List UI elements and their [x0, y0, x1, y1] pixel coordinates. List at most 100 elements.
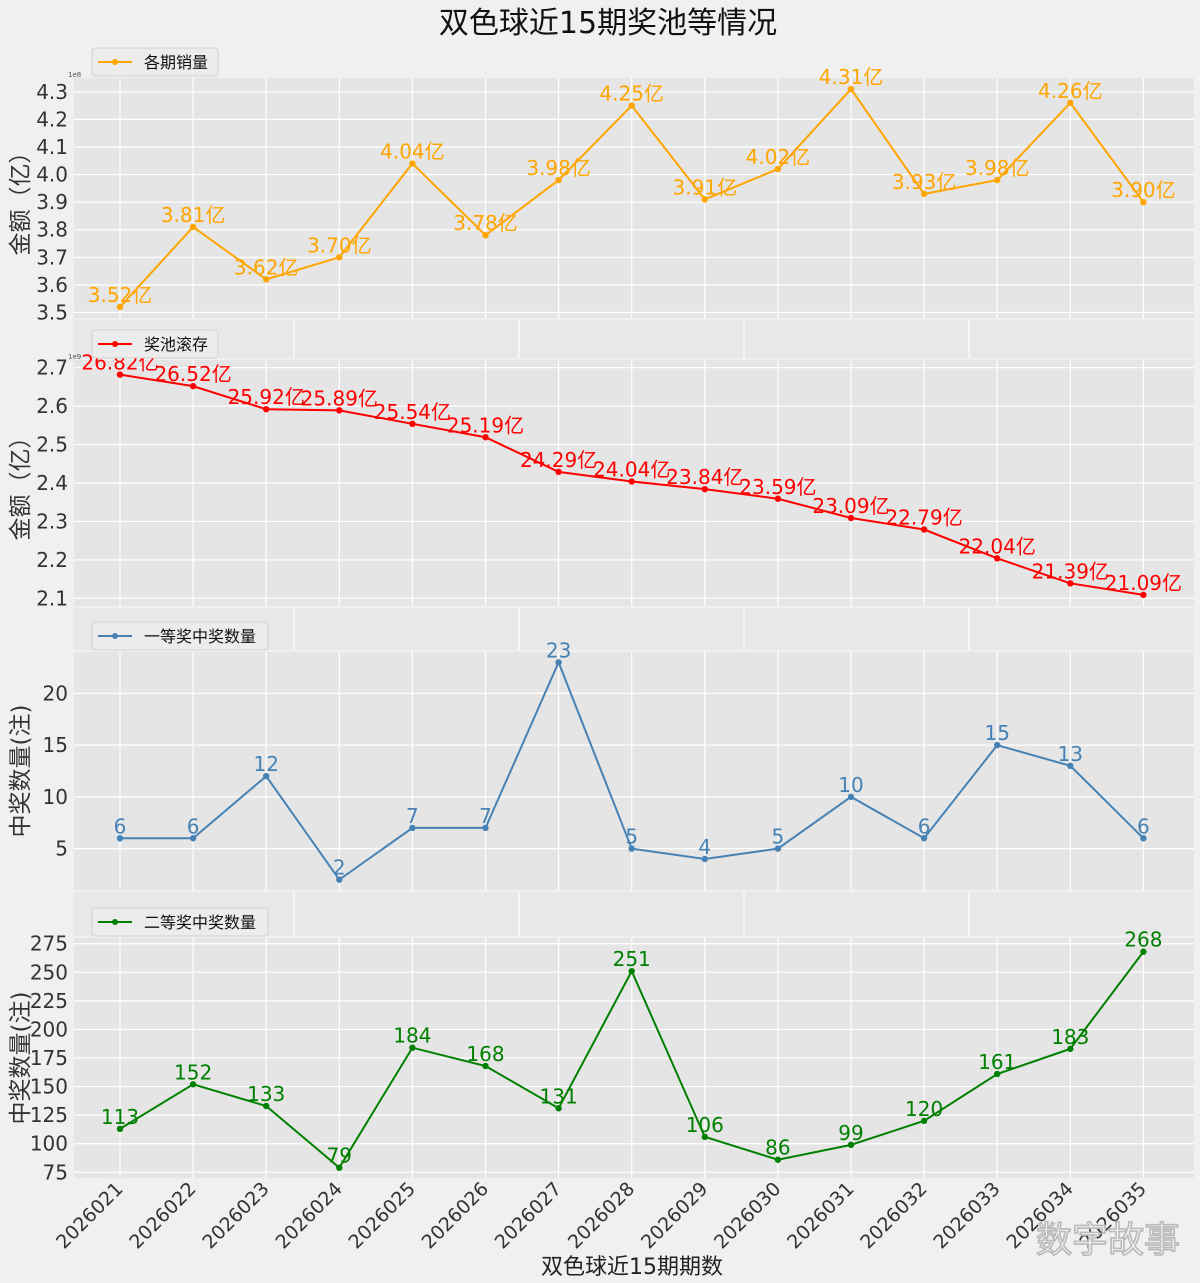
legend-swatch-marker — [112, 59, 118, 65]
panel-second: 75 100 125 150 175 200 225 250 275 中奖数量(注) 113 152 1… — [8, 892, 1194, 1184]
legend-label: 各期销量 — [144, 53, 208, 72]
y-tick-label: 100 — [30, 1132, 68, 1156]
legend-frame — [91, 329, 219, 359]
data-label: 6 — [1137, 814, 1150, 838]
legend-second: 二等奖中奖数量 — [91, 907, 269, 937]
data-label: 22.04亿 — [959, 534, 1036, 558]
data-point — [482, 232, 489, 239]
data-label: 23.84亿 — [666, 465, 743, 489]
y-tick-label: 2.2 — [36, 548, 68, 572]
y-tick-label: 2.4 — [36, 471, 68, 495]
y-tick-label: 2.6 — [36, 394, 68, 418]
y-tick-label: 3.7 — [36, 245, 68, 269]
data-label: 4.02亿 — [746, 145, 811, 169]
y-tick-label: 2.3 — [36, 509, 68, 533]
data-label: 3.90亿 — [1111, 178, 1176, 202]
data-point — [774, 845, 782, 852]
x-tick-label: 2026033 — [929, 1178, 1004, 1253]
x-axis-label: 双色球近15期期数 — [541, 1255, 723, 1280]
data-point — [482, 1062, 489, 1070]
data-point — [701, 485, 708, 493]
data-point — [628, 102, 635, 109]
data-point — [555, 468, 562, 476]
x-tick-label: 2026022 — [125, 1178, 200, 1253]
data-point — [920, 1117, 928, 1125]
data-point — [1067, 762, 1074, 770]
data-label: 23.09亿 — [812, 494, 889, 518]
axis-offset-label: 1e8 — [68, 71, 81, 79]
x-tick-label: 2026030 — [710, 1178, 785, 1253]
data-point — [847, 793, 855, 801]
data-label: 24.04亿 — [593, 457, 670, 481]
data-point — [847, 1141, 855, 1149]
legend-swatch-marker — [112, 633, 118, 639]
y-tick-label: 2.7 — [36, 356, 68, 380]
x-tick-label: 2026031 — [783, 1178, 858, 1253]
data-point — [116, 303, 124, 311]
data-label: 7 — [406, 804, 419, 828]
data-point — [482, 434, 489, 441]
data-label: 12 — [253, 752, 278, 776]
data-point — [994, 1070, 1001, 1078]
data-label: 21.39亿 — [1032, 559, 1109, 583]
panel-pool: 2.12.22.32.42.52.62.7 1e9金额（亿）26.82亿26.52… — [8, 320, 1194, 610]
x-axis: 2026021202602220260232026024202602520260… — [52, 1178, 1151, 1253]
y-tick-label: 3.9 — [36, 190, 68, 214]
data-point — [189, 382, 197, 390]
y-tick-label: 15 — [43, 733, 68, 757]
data-point — [189, 835, 197, 842]
y-tick-label: 5 — [55, 837, 68, 861]
legend-label: 奖池滚存 — [144, 335, 208, 354]
data-label: 3.70亿 — [307, 233, 372, 257]
data-label: 21.09亿 — [1105, 571, 1182, 595]
data-label: 3.62亿 — [234, 255, 299, 279]
data-label: 6 — [187, 814, 200, 838]
data-label: 25.89亿 — [301, 386, 378, 410]
data-label: 3.91亿 — [673, 175, 738, 199]
data-label: 4.31亿 — [819, 65, 884, 89]
data-point — [920, 526, 928, 533]
data-label: 4.26亿 — [1038, 79, 1103, 103]
y-tick-label: 125 — [30, 1103, 68, 1127]
data-point — [701, 855, 708, 863]
data-point — [847, 85, 855, 93]
y-axis-label: 中奖数量(注) — [8, 992, 34, 1125]
legend-swatch-marker — [112, 919, 118, 925]
data-label: 4.25亿 — [599, 82, 664, 106]
panel-first: 5 10 15 20 中奖数量(注) 6 6 12 2 7 7 23 5 4 5 10 6 15 13 6 一等奖中奖数… — [8, 608, 1194, 890]
y-tick-label: 3.6 — [36, 273, 68, 297]
data-label: 133 — [247, 1082, 285, 1106]
data-point — [1140, 198, 1147, 206]
plot-area — [74, 78, 1194, 318]
y-tick-label: 10 — [43, 785, 68, 809]
data-point — [1140, 591, 1147, 599]
y-tick-label: 3.8 — [36, 218, 68, 242]
data-point — [555, 659, 562, 666]
data-label: 3.98亿 — [526, 156, 591, 180]
data-label: 106 — [686, 1113, 724, 1137]
data-point — [920, 835, 928, 842]
data-label: 5 — [772, 825, 785, 849]
legend-label: 二等奖中奖数量 — [144, 913, 256, 932]
y-tick-label: 3.5 — [36, 300, 68, 324]
data-point — [1067, 580, 1074, 587]
data-label: 13 — [1058, 742, 1083, 766]
data-label: 6 — [918, 814, 931, 838]
legend-frame — [91, 621, 269, 651]
data-label: 5 — [625, 825, 638, 849]
x-tick-label: 2026021 — [52, 1178, 127, 1253]
data-label: 86 — [765, 1136, 790, 1160]
data-point — [555, 1105, 562, 1112]
data-point — [847, 514, 855, 522]
legend-first: 一等奖中奖数量 — [91, 621, 269, 651]
data-label: 23.59亿 — [739, 475, 816, 499]
legend-sales: 各期销量 — [91, 47, 219, 77]
data-label: 2 — [333, 856, 346, 880]
x-tick-label: 2026024 — [271, 1178, 346, 1253]
data-label: 161 — [978, 1050, 1016, 1074]
x-tick-label: 2026029 — [637, 1178, 712, 1253]
data-label: 183 — [1051, 1025, 1089, 1049]
